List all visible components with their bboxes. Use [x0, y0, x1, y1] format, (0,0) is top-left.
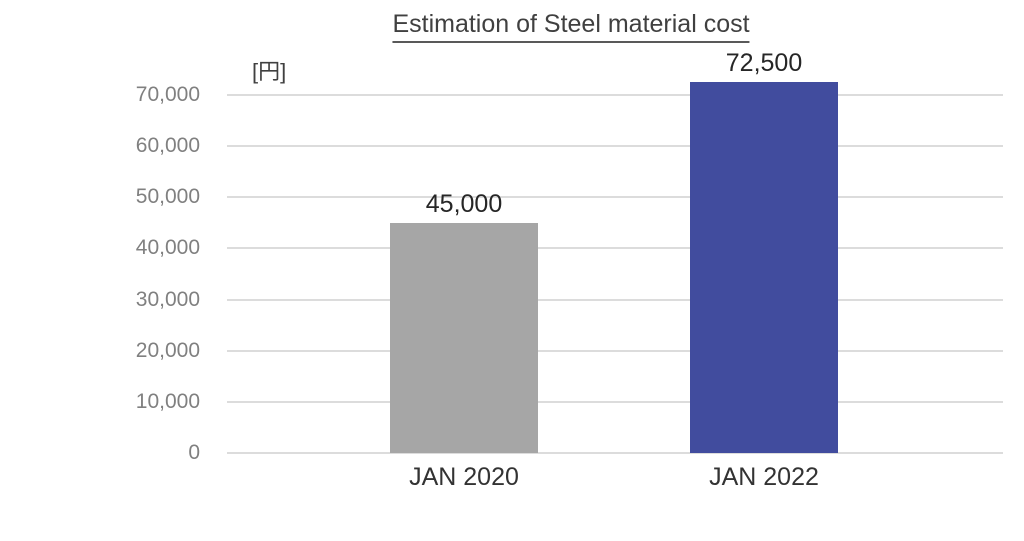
x-axis-category-label: JAN 2022: [709, 463, 819, 491]
y-tick-label: 10,000: [135, 389, 200, 413]
gridline: [227, 349, 1003, 352]
y-tick-label: 40,000: [135, 236, 200, 260]
gridline: [227, 196, 1003, 199]
y-tick-label: 30,000: [135, 287, 200, 311]
y-tick-label: 20,000: [135, 338, 200, 362]
y-tick-label: 0: [188, 441, 200, 464]
bar-value-label: 72,500: [725, 49, 803, 78]
gridline: [227, 298, 1003, 301]
y-tick-label: 50,000: [135, 185, 200, 209]
gridline: [227, 247, 1003, 250]
bar-value-label: 45,000: [425, 189, 503, 218]
gridline: [227, 400, 1003, 403]
gridline: [227, 145, 1003, 148]
y-axis-unit-label: [円]: [252, 59, 287, 84]
chart-title: Estimation of Steel material cost: [392, 10, 750, 43]
gridline: [227, 94, 1003, 96]
bar-jan-2022: [690, 82, 838, 453]
plot-area: 45,000 JAN 2020 72,500 JAN 2022: [227, 49, 1003, 491]
y-tick-label: 70,000: [135, 83, 200, 106]
bar-jan-2020: [390, 222, 538, 453]
y-tick-label: 60,000: [135, 134, 200, 158]
gridline: [227, 452, 1003, 454]
x-axis-category-label: JAN 2020: [409, 463, 519, 491]
y-axis-tick-labels: 0 10,000 20,000 30,000 40,000 50,000 60,000 70,…: [0, 83, 200, 464]
